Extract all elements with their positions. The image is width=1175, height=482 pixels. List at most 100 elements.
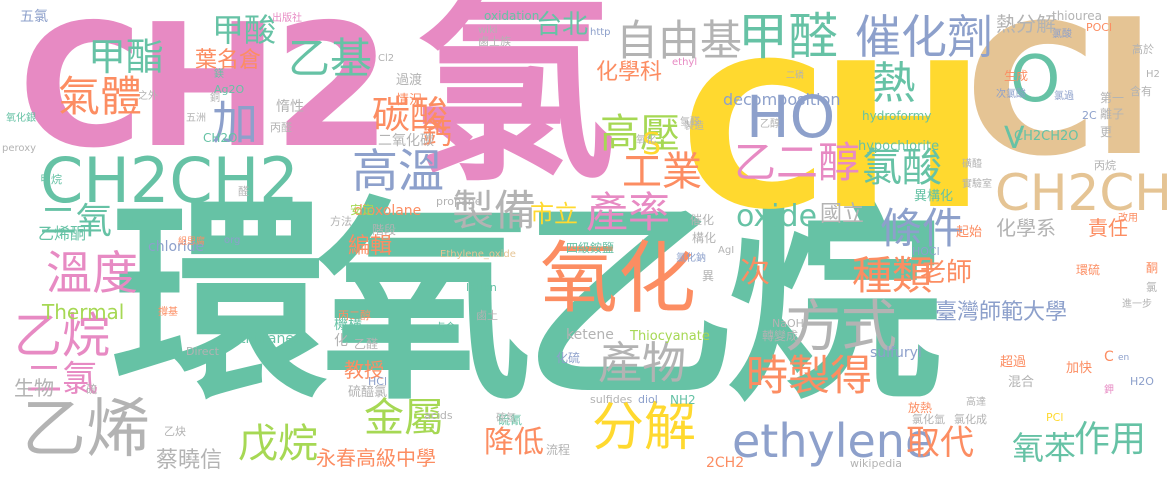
word: 甲醛 — [738, 8, 838, 66]
word: 二氧化碳 — [378, 133, 434, 149]
word: 組思腐 — [178, 237, 206, 247]
word: V — [1004, 121, 1025, 156]
word: lation — [466, 281, 497, 294]
word: 氫醛 — [680, 117, 700, 128]
word: 鹵金 — [434, 321, 456, 334]
word: 製造 — [684, 121, 704, 132]
word: 氧化 — [540, 234, 697, 324]
word: 磺醯 — [962, 159, 982, 170]
word: 種類 — [852, 253, 932, 299]
word: 氯酸 — [862, 145, 942, 191]
word: 之外 — [138, 91, 158, 102]
word: 五氯 — [20, 9, 48, 25]
word: 環氧乙烷 — [112, 178, 942, 429]
word: AgI — [718, 245, 735, 256]
word: NH — [126, 215, 143, 228]
word: 硫醯氯 — [348, 385, 388, 400]
word: C — [1104, 349, 1114, 365]
word: 環硫 — [1076, 263, 1101, 277]
word: dioxolane — [354, 203, 422, 219]
word: thiourea — [1052, 9, 1102, 23]
word: 氯 — [415, 0, 616, 210]
word: 氯化成 — [954, 413, 987, 426]
word: 過渡 — [396, 73, 423, 88]
word: Direct — [186, 345, 219, 358]
word: 溫度 — [46, 246, 138, 300]
word: 甲酯 — [88, 35, 165, 79]
word: 惰性 — [276, 99, 304, 115]
word: sulfuryl — [870, 345, 922, 361]
word: 分解 — [592, 398, 697, 458]
word: NH2 — [670, 393, 696, 407]
word: 情況 — [396, 93, 423, 108]
word: 催化 — [690, 213, 715, 227]
word: 醛 — [238, 185, 249, 198]
word: 產率 — [586, 188, 671, 237]
word: 蔡曉信 — [156, 448, 223, 473]
word: oxide — [736, 199, 818, 234]
word: wiki — [478, 25, 498, 36]
word: 甲酸 — [212, 11, 277, 49]
word: 二磷 — [786, 71, 805, 81]
word: ethyl — [672, 57, 698, 68]
word: 離子 — [1100, 107, 1125, 121]
word: oxidation — [484, 9, 540, 23]
word: 市立 — [530, 200, 578, 228]
word: 化學系 — [996, 216, 1056, 240]
word: 金屬 — [364, 395, 444, 441]
word: wikipedia — [850, 457, 903, 470]
word: 編輯 — [348, 234, 393, 259]
word: 乙烯酮 — [38, 224, 87, 243]
word: 超過 — [1000, 355, 1027, 370]
word: 安定 — [350, 203, 375, 217]
word: 進一步 — [1122, 299, 1152, 310]
word: 五洲 — [186, 113, 206, 124]
word: 氧化 — [636, 135, 656, 146]
word: CH2CH — [995, 164, 1172, 222]
word: 葉名倉 — [195, 48, 262, 73]
word: 丙二醇 — [338, 309, 371, 322]
word: Ag2O — [214, 83, 245, 96]
word: 教授 — [344, 358, 384, 382]
word: 機構 — [334, 317, 362, 333]
word: 乙炔 — [164, 425, 186, 438]
word: 硫氫 — [496, 413, 516, 424]
word: 高達 — [966, 397, 986, 408]
word: 熱 — [872, 58, 916, 109]
word: peroxy — [2, 143, 37, 154]
word: 高溫 — [352, 144, 444, 198]
word: 撐基 — [158, 307, 178, 318]
word: 化 — [334, 333, 348, 349]
word: 硫氰 — [498, 413, 523, 427]
word: 含有 — [1130, 85, 1152, 98]
word: 氯 — [1146, 281, 1157, 294]
word: org — [224, 235, 241, 246]
word: 第一 — [1100, 91, 1125, 105]
word: 製備 — [452, 186, 537, 235]
word: 生成 — [1004, 69, 1029, 83]
word: 實驗室 — [962, 179, 992, 190]
word: http — [590, 27, 611, 38]
word: 四級銨鹽 — [566, 241, 615, 255]
word: 碳酸 — [372, 93, 449, 137]
word: CH2CH2O — [1014, 129, 1079, 144]
word: 硫 — [86, 383, 97, 396]
word: 乙基 — [288, 34, 373, 83]
word: chloride — [148, 239, 205, 255]
word: 流程 — [546, 443, 571, 457]
word: sulfides — [590, 393, 633, 406]
word: O — [1010, 43, 1061, 117]
word: 更 — [1100, 125, 1113, 139]
word: 永春高級中學 — [316, 446, 436, 470]
word: 鈣 — [422, 117, 452, 152]
word: 次 — [740, 255, 770, 290]
word: 氧化銀 — [6, 113, 36, 124]
word: 降低 — [484, 425, 544, 460]
word: 高壓 — [600, 111, 680, 157]
word: H2 — [1146, 69, 1160, 80]
word: S — [642, 127, 662, 162]
word: 改用 — [1118, 213, 1138, 224]
word: 次氯酸 — [996, 89, 1026, 100]
word: POCl — [1086, 21, 1113, 34]
